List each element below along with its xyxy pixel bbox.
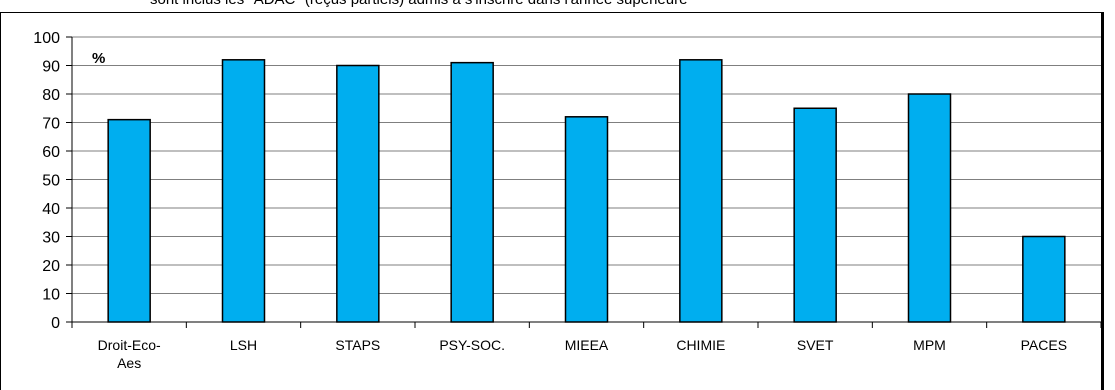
x-category-label: MPM: [913, 337, 946, 353]
x-category-label: CHIMIE: [676, 337, 725, 353]
bar: [107, 118, 151, 323]
bar: [221, 59, 266, 323]
y-tick-label: 20: [42, 258, 60, 275]
y-tick-label: 10: [42, 287, 60, 304]
x-category-label: Droit-Eco-Aes: [98, 337, 161, 371]
x-category-label: STAPS: [335, 337, 380, 353]
y-tick-label: 60: [42, 144, 60, 161]
x-category-label: PSY-SOC.: [439, 337, 505, 353]
x-category-label: LSH: [230, 337, 257, 353]
axes: [66, 36, 1102, 328]
bar: [1022, 235, 1066, 323]
bar: [793, 107, 837, 323]
y-tick-label: 0: [51, 315, 60, 332]
frame-top-border: [0, 12, 1101, 13]
bar: [907, 93, 952, 323]
x-category-label: PACES: [1021, 337, 1067, 353]
y-tick-label: 30: [42, 230, 60, 247]
x-category-labels: Droit-Eco-Aes LSH STAPS PSY-SOC. MIEEA CHIMIE…: [98, 337, 1067, 371]
y-tick-label: 90: [42, 59, 60, 76]
unit-label: %: [92, 50, 105, 67]
y-tick-label: 50: [42, 173, 60, 190]
y-tick-labels: 0 10 20 30 40 50 60 70 80 90 100: [33, 30, 60, 332]
y-tick-label: 40: [42, 201, 60, 218]
x-category-label: SVET: [797, 337, 834, 353]
bar: [450, 61, 494, 323]
x-category-label: MIEEA: [565, 337, 609, 353]
frame-left-border: [0, 12, 1, 390]
chart-caption: sont inclus les "ADAC" (reçus partiels) …: [150, 0, 687, 8]
bar: [336, 64, 380, 323]
y-tick-label: 70: [42, 116, 60, 133]
y-tick-label: 80: [42, 87, 60, 104]
frame-right-border: [1101, 12, 1104, 390]
bar: [564, 116, 609, 323]
y-tick-label: 100: [33, 30, 60, 47]
bar: [679, 59, 723, 323]
bars: [107, 59, 1066, 323]
